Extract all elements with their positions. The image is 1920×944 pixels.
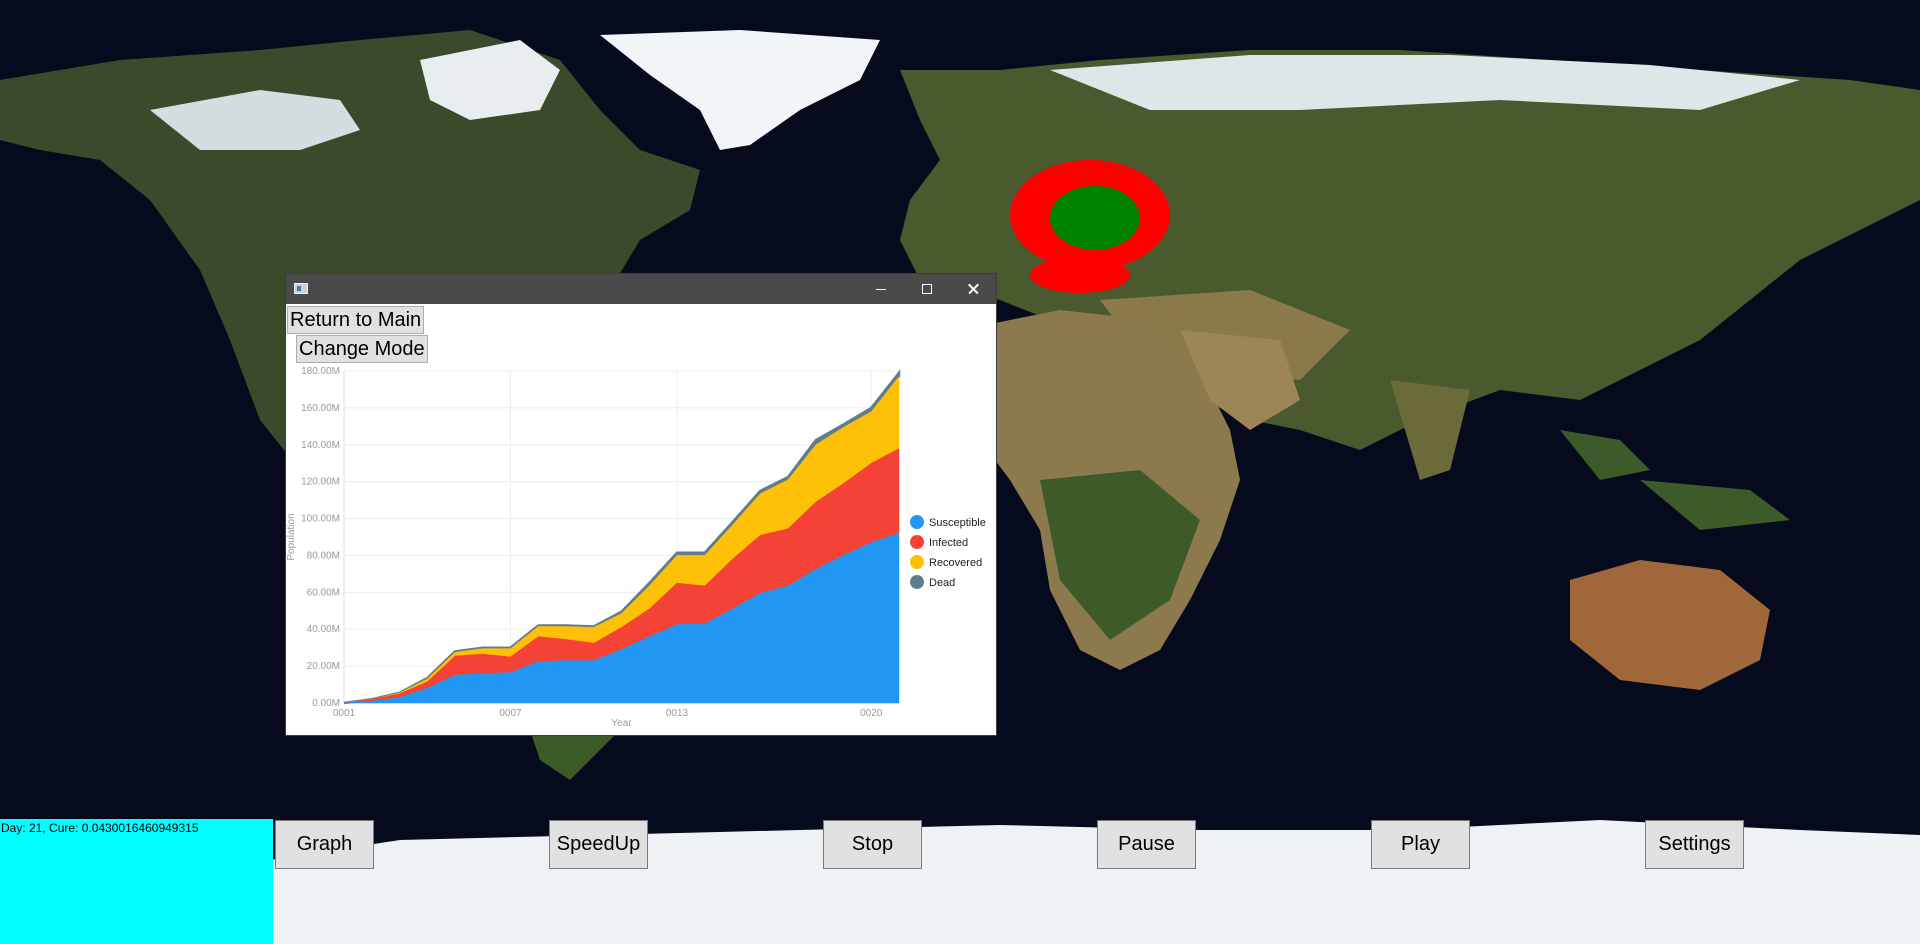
y-axis-title: Population xyxy=(286,513,297,560)
status-panel: Day: 21, Cure: 0.0430016460949315 xyxy=(0,819,273,944)
sir-area-chart: 0.00M 20.00M 40.00M 60.00M 80.00M 100.00M 120.… xyxy=(286,366,986,729)
change-mode-button[interactable]: Change Mode xyxy=(296,335,428,363)
y-tick-label: 120.00M xyxy=(301,477,340,488)
y-tick-label: 0.00M xyxy=(312,698,340,709)
x-axis-title: Year xyxy=(611,718,632,729)
y-tick-label: 40.00M xyxy=(307,624,340,635)
legend-marker-infected xyxy=(910,535,924,549)
legend-label-infected: Infected xyxy=(929,537,968,549)
legend-marker-susceptible xyxy=(910,515,924,529)
return-to-main-button[interactable]: Return to Main xyxy=(287,306,425,334)
y-tick-label: 80.00M xyxy=(307,550,340,561)
y-tick-label: 20.00M xyxy=(307,661,340,672)
legend-label-susceptible: Susceptible xyxy=(929,517,986,529)
day-cure-status: Day: 21, Cure: 0.0430016460949315 xyxy=(1,821,199,835)
y-tick-label: 140.00M xyxy=(301,440,340,451)
legend-label-recovered: Recovered xyxy=(929,557,982,569)
x-tick-label: 0013 xyxy=(666,708,689,719)
y-tick-label: 180.00M xyxy=(301,366,340,377)
y-tick-label: 100.00M xyxy=(301,514,340,525)
x-tick-label: 0020 xyxy=(860,708,883,719)
maximize-icon[interactable] xyxy=(904,274,950,304)
outbreak-zone xyxy=(1010,160,1170,293)
pause-button[interactable]: Pause xyxy=(1097,820,1196,869)
speedup-button[interactable]: SpeedUp xyxy=(549,820,648,869)
stop-button[interactable]: Stop xyxy=(823,820,922,869)
legend-marker-dead xyxy=(910,575,924,589)
settings-button[interactable]: Settings xyxy=(1645,820,1744,869)
y-tick-label: 160.00M xyxy=(301,403,340,414)
y-tick-label: 60.00M xyxy=(307,587,340,598)
graph-button[interactable]: Graph xyxy=(275,820,374,869)
play-button[interactable]: Play xyxy=(1371,820,1470,869)
graph-window: Return to Main Change Mode 0.00M 20.00M 40… xyxy=(285,273,997,736)
x-tick-label: 0007 xyxy=(499,708,522,719)
area-susceptible xyxy=(343,532,900,704)
minimize-icon[interactable] xyxy=(858,274,904,304)
x-tick-label: 0001 xyxy=(333,708,356,719)
legend-label-dead: Dead xyxy=(929,577,955,589)
legend-marker-recovered xyxy=(910,555,924,569)
app-icon xyxy=(294,283,308,294)
window-titlebar[interactable] xyxy=(286,274,996,304)
